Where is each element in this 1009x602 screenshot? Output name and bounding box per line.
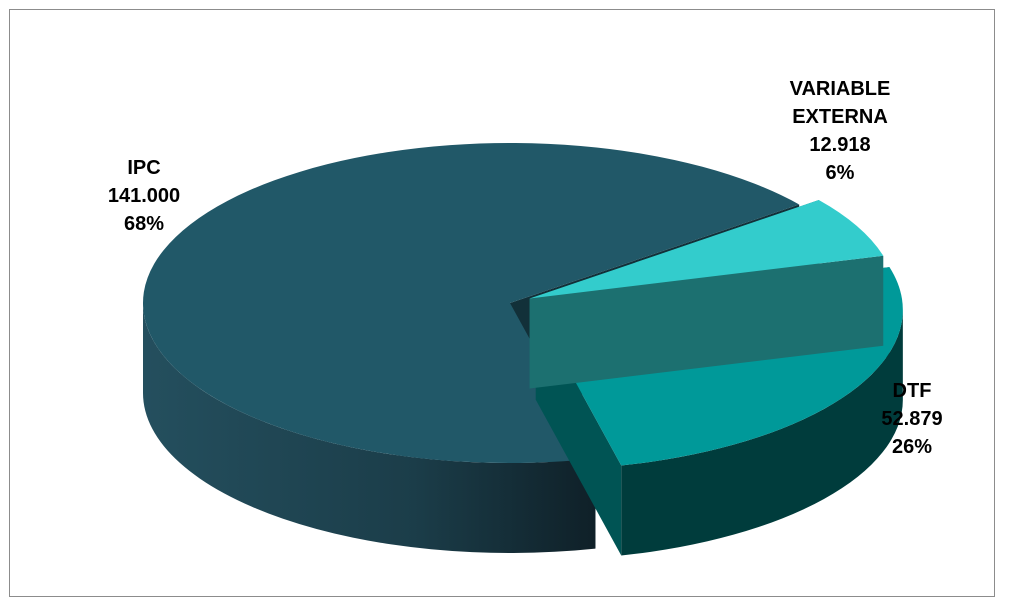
slice-wall <box>529 255 884 389</box>
data-label-dtf: DTF 52.879 26% <box>881 380 942 458</box>
slice-rim <box>621 309 903 556</box>
data-label-ipc: IPC 141.000 68% <box>108 157 180 235</box>
pie-slice-variable-externa <box>529 200 884 389</box>
slice-rim <box>143 303 596 553</box>
slice-top <box>142 142 800 463</box>
data-label-variable-externa: VARIABLE EXTERNA 12.918 6% <box>790 78 891 184</box>
slice-top <box>529 200 884 299</box>
